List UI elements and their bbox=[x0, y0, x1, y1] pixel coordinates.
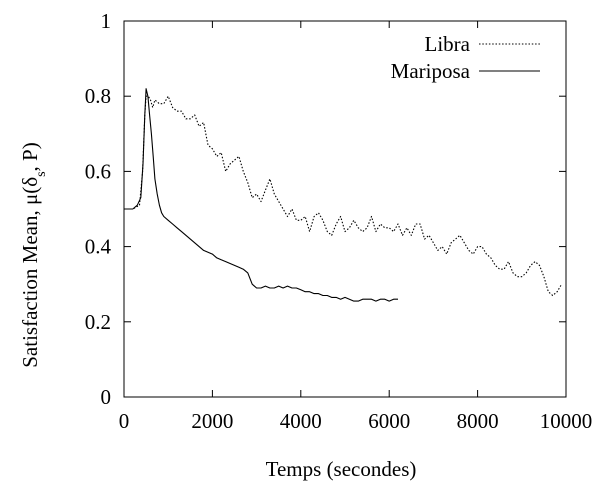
y-tick-label: 0.4 bbox=[85, 235, 112, 259]
y-axis-ticks: 0 0.2 0.4 0.6 0.8 1 bbox=[85, 9, 566, 409]
y-axis-label-main: Satisfaction Mean, μ(δ bbox=[18, 177, 42, 368]
x-tick-label: 2000 bbox=[191, 409, 233, 433]
y-tick-label: 1 bbox=[101, 9, 112, 33]
legend-label-libra: Libra bbox=[425, 32, 471, 56]
plot-frame bbox=[124, 21, 566, 397]
x-tick-label: 6000 bbox=[368, 409, 410, 433]
x-tick-label: 4000 bbox=[280, 409, 322, 433]
x-tick-label: 0 bbox=[119, 409, 130, 433]
x-tick-label: 10000 bbox=[540, 409, 593, 433]
y-axis-label-end: , P) bbox=[18, 142, 42, 171]
legend-label-mariposa: Mariposa bbox=[391, 59, 471, 83]
legend: Libra Mariposa bbox=[391, 32, 540, 83]
series-layer bbox=[124, 89, 562, 301]
y-axis-label: Satisfaction Mean, μ(δs, P) bbox=[18, 142, 49, 368]
x-axis-ticks: 0 2000 4000 6000 8000 10000 bbox=[119, 21, 593, 433]
y-tick-label: 0.2 bbox=[85, 310, 111, 334]
plot-border bbox=[124, 21, 566, 397]
y-tick-label: 0.6 bbox=[85, 159, 111, 183]
y-tick-label: 0.8 bbox=[85, 84, 111, 108]
series-line-mariposa bbox=[124, 89, 398, 301]
x-axis-label: Temps (secondes) bbox=[266, 457, 417, 481]
y-tick-label: 0 bbox=[101, 385, 112, 409]
series-line-libra bbox=[124, 96, 562, 295]
x-tick-label: 8000 bbox=[457, 409, 499, 433]
